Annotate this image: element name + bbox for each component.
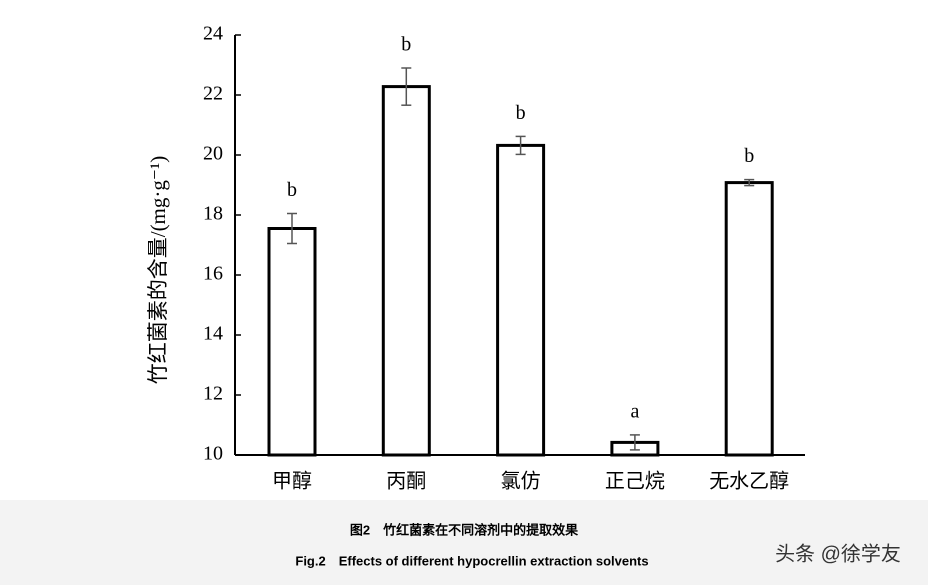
caption-en: Fig.2 Effects of different hypocrellin e… — [295, 553, 648, 568]
bar — [724, 181, 774, 457]
y-tick-label: 20 — [203, 143, 223, 165]
x-tick-label: 无水乙醇 — [709, 470, 789, 493]
watermark: 头条 @徐学友 — [775, 542, 901, 565]
y-tick-label: 12 — [203, 383, 223, 405]
y-tick-label: 16 — [203, 263, 223, 285]
y-axis-label: 竹红菌素的含量/(mg·g⁻¹) — [146, 156, 170, 385]
y-tick-label: 10 — [203, 443, 223, 465]
significance-label: b — [516, 102, 526, 124]
bar — [267, 227, 317, 457]
y-tick-label: 22 — [203, 83, 223, 105]
x-tick-label: 丙酮 — [386, 471, 426, 493]
y-tick-label: 24 — [203, 23, 223, 45]
significance-label: b — [401, 34, 411, 56]
bar — [496, 143, 546, 457]
significance-label: a — [630, 400, 639, 422]
significance-label: b — [744, 145, 754, 167]
x-tick-label: 甲醇 — [272, 470, 312, 493]
x-tick-label: 正己烷 — [605, 470, 665, 493]
y-tick-label: 14 — [203, 323, 223, 345]
bar — [381, 85, 431, 457]
x-tick-label: 氯仿 — [501, 470, 541, 493]
y-tick-label: 18 — [203, 203, 223, 225]
caption-cn: 图2 竹红菌素在不同溶剂中的提取效果 — [350, 522, 578, 537]
caption-panel — [0, 500, 928, 585]
significance-label: b — [287, 179, 297, 201]
